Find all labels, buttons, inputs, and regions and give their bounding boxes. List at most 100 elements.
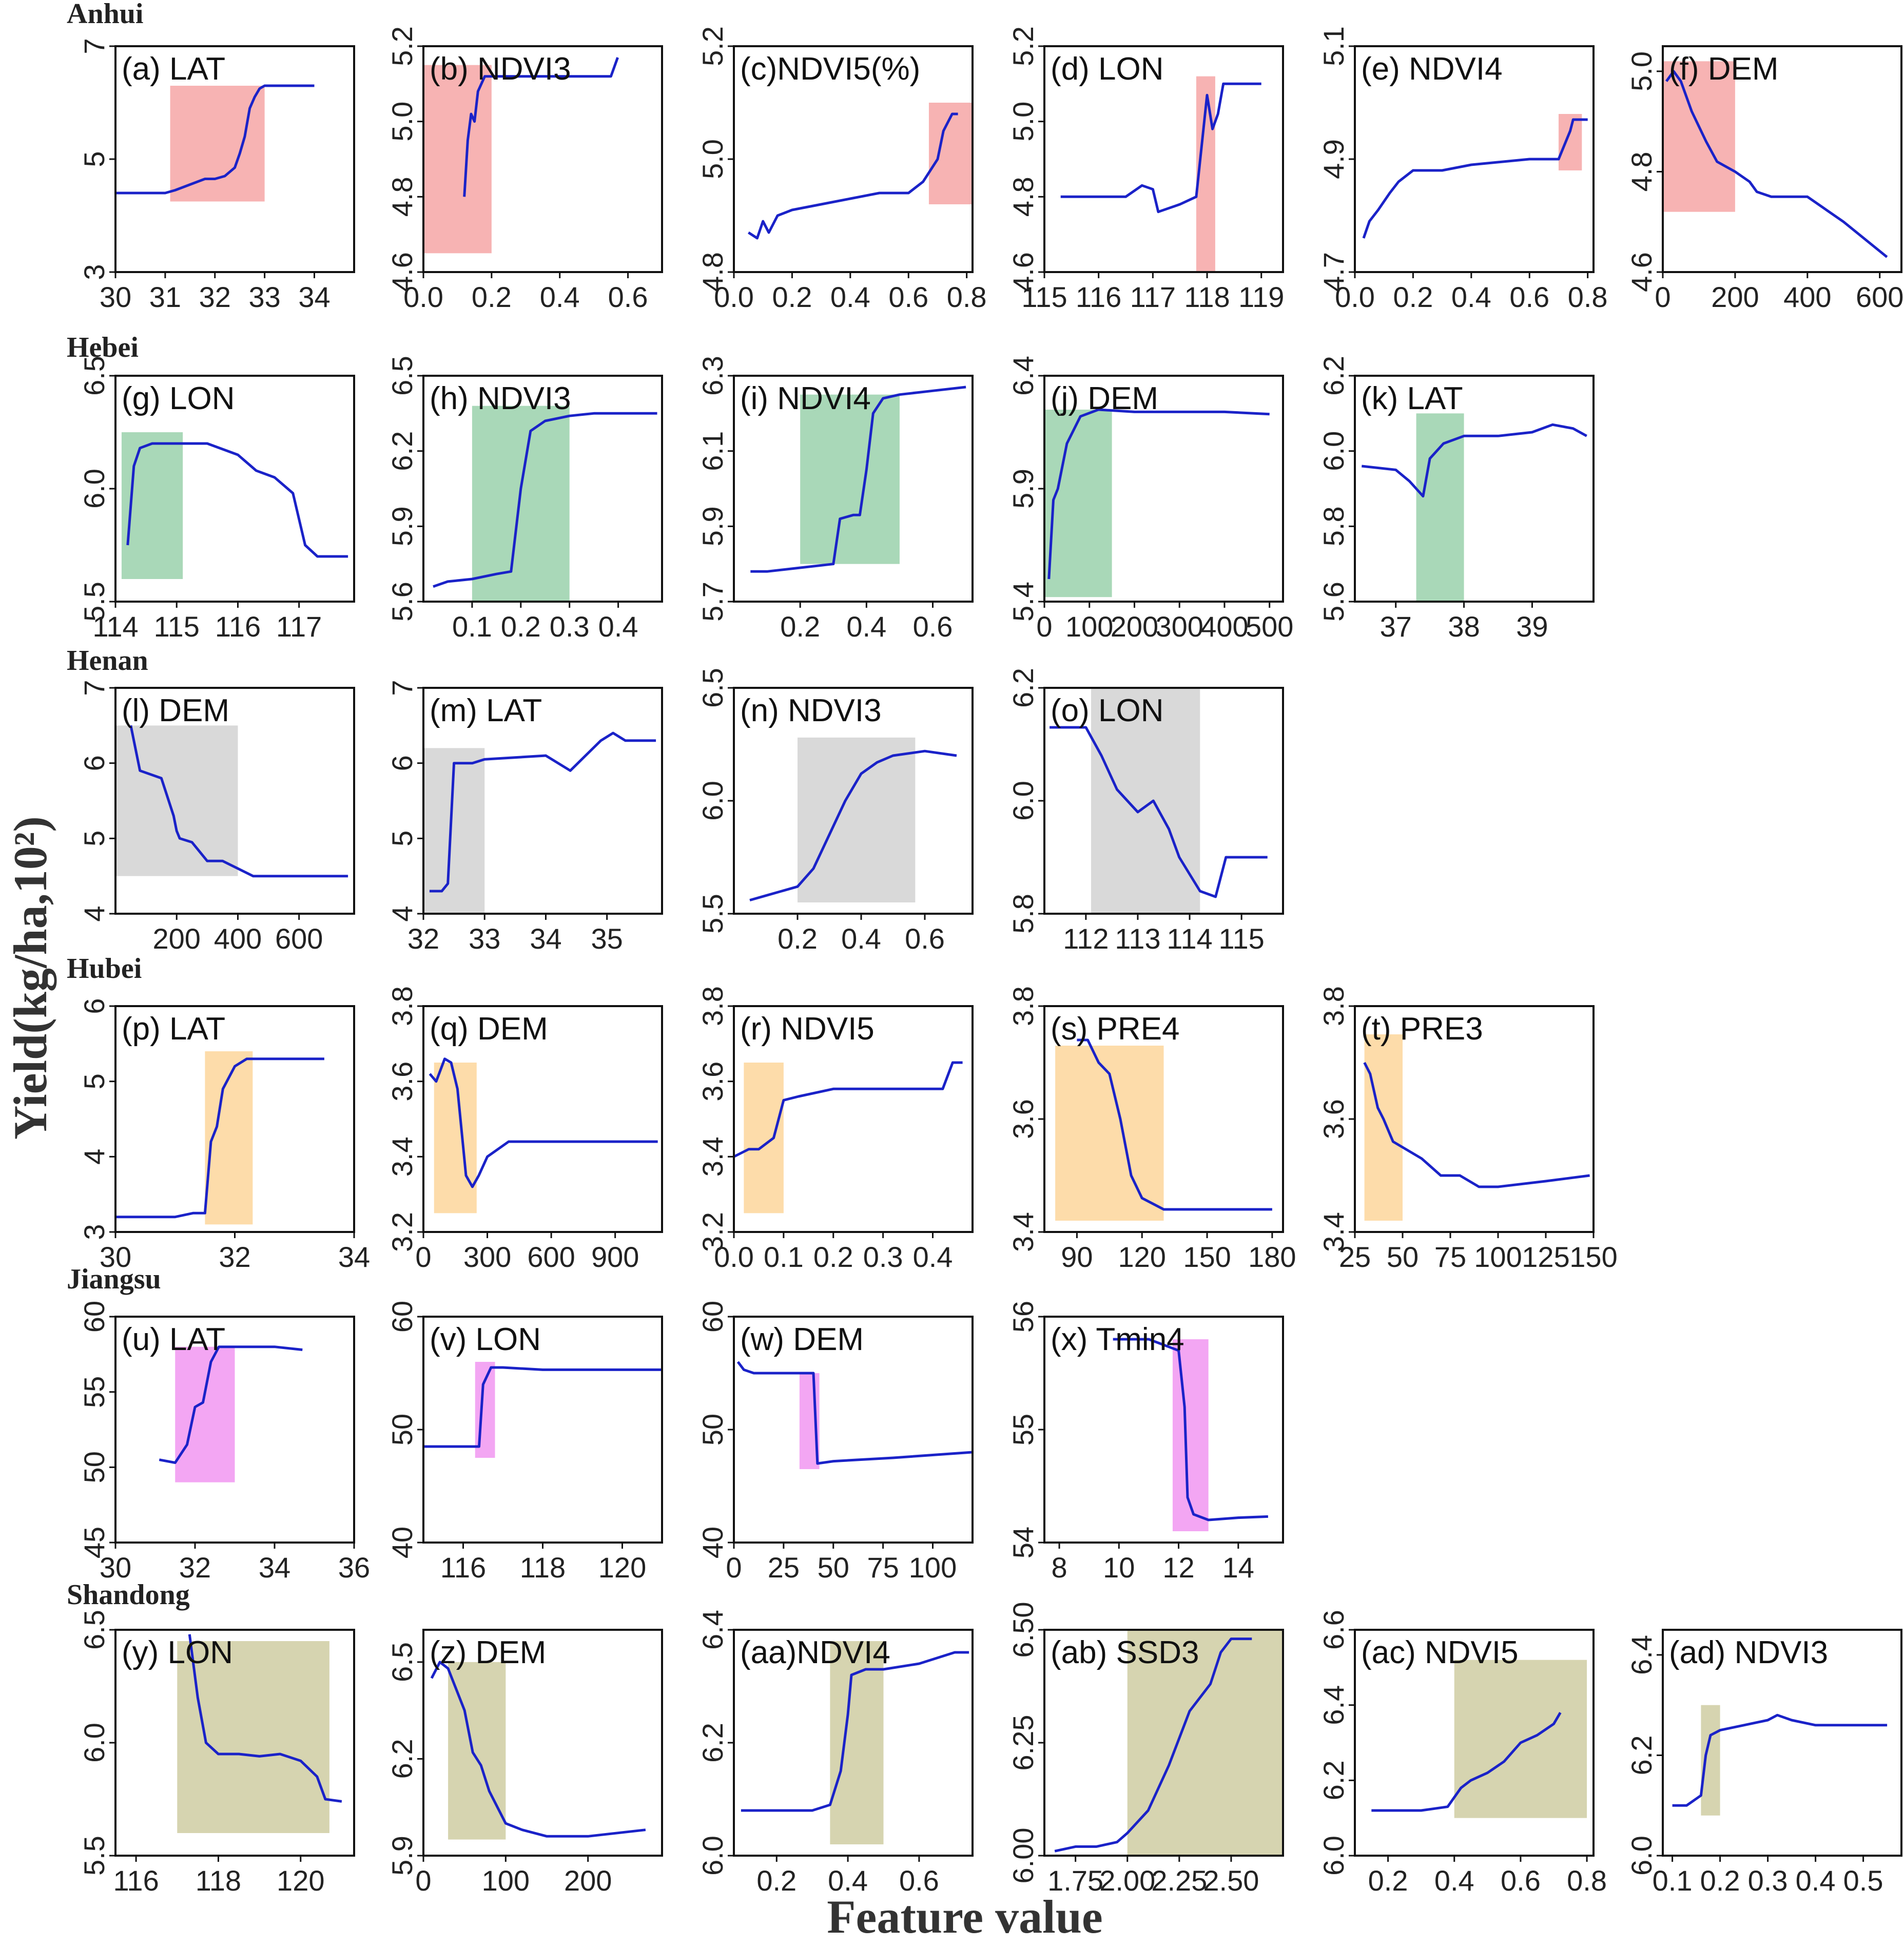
series-line — [748, 112, 958, 240]
x-tick-label: 0.4 — [1451, 281, 1491, 313]
x-tick-label: 200 — [153, 922, 201, 955]
x-tick-label: 900 — [591, 1241, 639, 1273]
y-tick-label: 54 — [1007, 1527, 1039, 1558]
y-tick-label: 6.00 — [1007, 1828, 1039, 1884]
x-tick-label: 0 — [1036, 610, 1052, 643]
panel-anhui-5: (f) DEM 0 200 400 600 4.6 4.8 5.0 — [1625, 45, 1903, 313]
x-tick-label: 0.2 — [1700, 1864, 1740, 1897]
x-tick-label: 0.6 — [888, 281, 928, 313]
x-tick-label: 0.3 — [1748, 1864, 1788, 1897]
x-tick-label: 600 — [1856, 281, 1903, 313]
panel-title: (n) NDVI3 — [740, 693, 882, 728]
y-tick-label: 5.6 — [386, 582, 418, 622]
y-tick-label: 3.6 — [386, 1062, 418, 1102]
highlight-band — [175, 1346, 235, 1482]
y-tick-label: 6.5 — [78, 356, 110, 396]
x-tick-label: 0.4 — [598, 610, 638, 643]
panel-title: (aa)NDVI4 — [740, 1635, 890, 1670]
highlight-band — [472, 406, 570, 602]
y-tick-label: 55 — [78, 1376, 110, 1408]
series-line — [1050, 726, 1268, 898]
province-label-hebei: Hebei — [67, 332, 139, 363]
plot-frame — [422, 1005, 663, 1233]
y-tick-label: 6.5 — [386, 356, 418, 396]
y-tick-label: 4.9 — [1317, 139, 1350, 179]
x-tick-label: 0.4 — [828, 1864, 868, 1897]
x-tick-label: 112 — [1063, 922, 1109, 955]
plot-frame — [1662, 45, 1902, 273]
y-tick-label: 6.0 — [1007, 781, 1039, 821]
y-tick-label: 5.4 — [1007, 582, 1039, 622]
x-tick-label: 34 — [338, 1241, 370, 1273]
y-tick-label: 6.3 — [696, 356, 729, 396]
panel-anhui-1: (b) NDVI3 0.0 0.2 0.4 0.6 4.6 4.8 5.0 5.2 — [386, 26, 663, 313]
series-line — [1362, 423, 1587, 498]
panel-jiangsu-20: (u) LAT 30 32 34 36 45 50 55 60 — [78, 1301, 370, 1584]
series-line — [1054, 1637, 1252, 1853]
x-tick-label: 0.4 — [540, 281, 580, 313]
x-tick-label: 117 — [1130, 281, 1176, 313]
x-tick-label: 113 — [1115, 922, 1160, 955]
x-tick-label: 32 — [407, 922, 439, 955]
x-tick-label: 50 — [818, 1551, 849, 1584]
highlight-band — [1416, 413, 1464, 602]
x-tick-label: 0.0 — [1335, 281, 1375, 313]
x-tick-label: 0.3 — [550, 610, 590, 643]
x-tick-label: 0 — [415, 1241, 431, 1273]
panel-title: (m) LAT — [430, 693, 542, 728]
panel-title: (g) LON — [122, 381, 235, 416]
series-line — [741, 1651, 969, 1812]
y-tick-label: 4.8 — [386, 177, 418, 217]
y-tick-label: 5.7 — [696, 582, 729, 622]
plot-frame — [1354, 375, 1595, 603]
y-tick-label: 6.1 — [696, 431, 729, 471]
x-tick-label: 31 — [149, 281, 181, 313]
highlight-band — [1055, 1046, 1164, 1221]
series-line — [1371, 1712, 1562, 1812]
y-tick-label: 3.6 — [1317, 1099, 1350, 1139]
x-tick-label: 0.6 — [1501, 1864, 1541, 1897]
series-line — [115, 1057, 324, 1219]
series-line — [159, 1345, 303, 1464]
highlight-band — [434, 1063, 477, 1213]
highlight-band — [1364, 1034, 1403, 1221]
y-tick-label: 3.4 — [1317, 1212, 1350, 1252]
highlight-band — [798, 737, 916, 902]
x-tick-label: 0.6 — [899, 1864, 939, 1897]
x-tick-label: 116 — [1076, 281, 1121, 313]
x-tick-label: 1.75 — [1047, 1864, 1103, 1897]
x-tick-label: 2.50 — [1203, 1864, 1259, 1897]
series-line — [423, 1366, 662, 1448]
x-tick-label: 300 — [1155, 610, 1203, 643]
series-line — [749, 749, 957, 902]
panel-title: (j) DEM — [1051, 381, 1158, 416]
y-tick-label: 6 — [78, 998, 110, 1014]
x-tick-label: 0.8 — [947, 281, 987, 313]
x-tick-label: 120 — [277, 1864, 324, 1897]
x-tick-label: 200 — [564, 1864, 612, 1897]
panel-title: (l) DEM — [122, 693, 229, 728]
x-tick-label: 400 — [1783, 281, 1831, 313]
y-tick-label: 6.4 — [1007, 356, 1039, 396]
panel-title: (ad) NDVI3 — [1669, 1635, 1828, 1670]
x-tick-label: 50 — [1387, 1241, 1419, 1273]
y-tick-label: 3.6 — [1007, 1099, 1039, 1139]
series-line — [1113, 1338, 1268, 1521]
x-tick-label: 150 — [1183, 1241, 1231, 1273]
series-line — [1665, 70, 1888, 258]
y-tick-label: 4 — [78, 905, 110, 921]
series-line — [430, 1661, 646, 1838]
y-tick-label: 6.4 — [1317, 1685, 1350, 1725]
y-tick-label: 6.4 — [1625, 1635, 1658, 1675]
y-tick-label: 5.8 — [1317, 506, 1350, 546]
highlight-band — [1172, 1339, 1209, 1531]
x-tick-label: 32 — [179, 1551, 211, 1584]
highlight-band — [800, 394, 900, 564]
x-tick-label: 600 — [527, 1241, 575, 1273]
y-tick-label: 5.9 — [1007, 469, 1039, 509]
panel-title: (x) Tmin4 — [1051, 1322, 1184, 1357]
plot-frame — [733, 375, 974, 603]
x-tick-label: 150 — [1569, 1241, 1617, 1273]
